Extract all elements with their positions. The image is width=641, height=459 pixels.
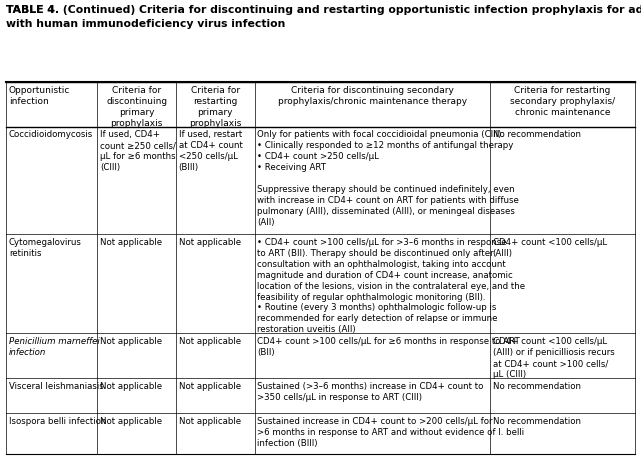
Bar [490, 414, 635, 454]
Bar [97, 379, 176, 414]
Text: Coccidioidomycosis: Coccidioidomycosis [9, 130, 93, 139]
Text: If used, restart
at CD4+ count
<250 cells/μL
(BIII): If used, restart at CD4+ count <250 cell… [179, 130, 242, 172]
Text: Visceral leishmaniasis: Visceral leishmaniasis [9, 381, 104, 390]
Bar [490, 83, 635, 128]
Text: Isospora belli infection: Isospora belli infection [9, 416, 106, 425]
Bar [176, 235, 254, 334]
Text: Sustained increase in CD4+ count to >200 cells/μL for
>6 months in response to A: Sustained increase in CD4+ count to >200… [257, 416, 524, 447]
Bar [176, 83, 254, 128]
Bar [254, 83, 490, 128]
Text: Opportunistic
infection: Opportunistic infection [9, 85, 71, 106]
Bar [490, 334, 635, 379]
Text: Criteria for restarting
secondary prophylaxis/
chronic maintenance: Criteria for restarting secondary prophy… [510, 85, 615, 117]
Text: Not applicable: Not applicable [179, 336, 241, 346]
Text: TABLE 4.: TABLE 4. [6, 5, 63, 15]
Bar [97, 414, 176, 454]
Text: with human immunodeficiency virus infection: with human immunodeficiency virus infect… [6, 19, 286, 29]
Bar [490, 379, 635, 414]
Text: No recommendation: No recommendation [493, 130, 581, 139]
Bar [490, 235, 635, 334]
Bar [176, 414, 254, 454]
Bar [254, 128, 490, 235]
Bar [6, 235, 97, 334]
Text: Not applicable: Not applicable [179, 416, 241, 425]
Text: CD4+ count <100 cells/μL
(AIII) or if penicilliosis recurs
at CD4+ count >100 ce: CD4+ count <100 cells/μL (AIII) or if pe… [493, 336, 615, 378]
Bar [176, 379, 254, 414]
Text: Cytomegalovirus
retinitis: Cytomegalovirus retinitis [9, 237, 82, 257]
Bar [490, 128, 635, 235]
Bar [97, 128, 176, 235]
Text: No recommendation: No recommendation [493, 416, 581, 425]
Bar [97, 334, 176, 379]
Text: Penicillium marneffei
infection: Penicillium marneffei infection [9, 336, 100, 356]
Text: Criteria for discontinuing secondary
prophylaxis/chronic maintenance therapy: Criteria for discontinuing secondary pro… [278, 85, 467, 106]
Text: Sustained (>3–6 months) increase in CD4+ count to
>350 cells/μL in response to A: Sustained (>3–6 months) increase in CD4+… [257, 381, 483, 401]
Text: Not applicable: Not applicable [100, 416, 162, 425]
Bar [97, 235, 176, 334]
Text: Only for patients with focal coccidioidal pneumonia (CIII):
• Clinically respond: Only for patients with focal coccidioida… [257, 130, 519, 227]
Bar [254, 235, 490, 334]
Bar [254, 334, 490, 379]
Bar [176, 128, 254, 235]
Bar [6, 379, 97, 414]
Text: CD4+ count <100 cells/μL
(AIII): CD4+ count <100 cells/μL (AIII) [493, 237, 607, 257]
Bar [6, 128, 97, 235]
Text: Criteria for
discontinuing
primary
prophylaxis: Criteria for discontinuing primary proph… [106, 85, 167, 128]
Text: Not applicable: Not applicable [100, 381, 162, 390]
Text: No recommendation: No recommendation [493, 381, 581, 390]
Bar [6, 334, 97, 379]
Bar [6, 83, 97, 128]
Bar [176, 334, 254, 379]
Text: Not applicable: Not applicable [100, 237, 162, 246]
Text: Not applicable: Not applicable [100, 336, 162, 346]
Bar [97, 83, 176, 128]
Bar [254, 414, 490, 454]
Bar [6, 414, 97, 454]
Text: • CD4+ count >100 cells/μL for >3–6 months in response
to ART (BII). Therapy sho: • CD4+ count >100 cells/μL for >3–6 mont… [257, 237, 525, 334]
Text: CD4+ count >100 cells/μL for ≥6 months in response to ART
(BII): CD4+ count >100 cells/μL for ≥6 months i… [257, 336, 520, 356]
Text: If used, CD4+
count ≥250 cells/
μL for ≥6 months
(CIII): If used, CD4+ count ≥250 cells/ μL for ≥… [100, 130, 176, 172]
Text: TABLE 4. (Continued) Criteria for discontinuing and restarting opportunistic inf: TABLE 4. (Continued) Criteria for discon… [6, 5, 641, 15]
Text: Not applicable: Not applicable [179, 381, 241, 390]
Text: Criteria for
restarting
primary
prophylaxis: Criteria for restarting primary prophyla… [189, 85, 242, 128]
Bar [254, 379, 490, 414]
Text: Not applicable: Not applicable [179, 237, 241, 246]
